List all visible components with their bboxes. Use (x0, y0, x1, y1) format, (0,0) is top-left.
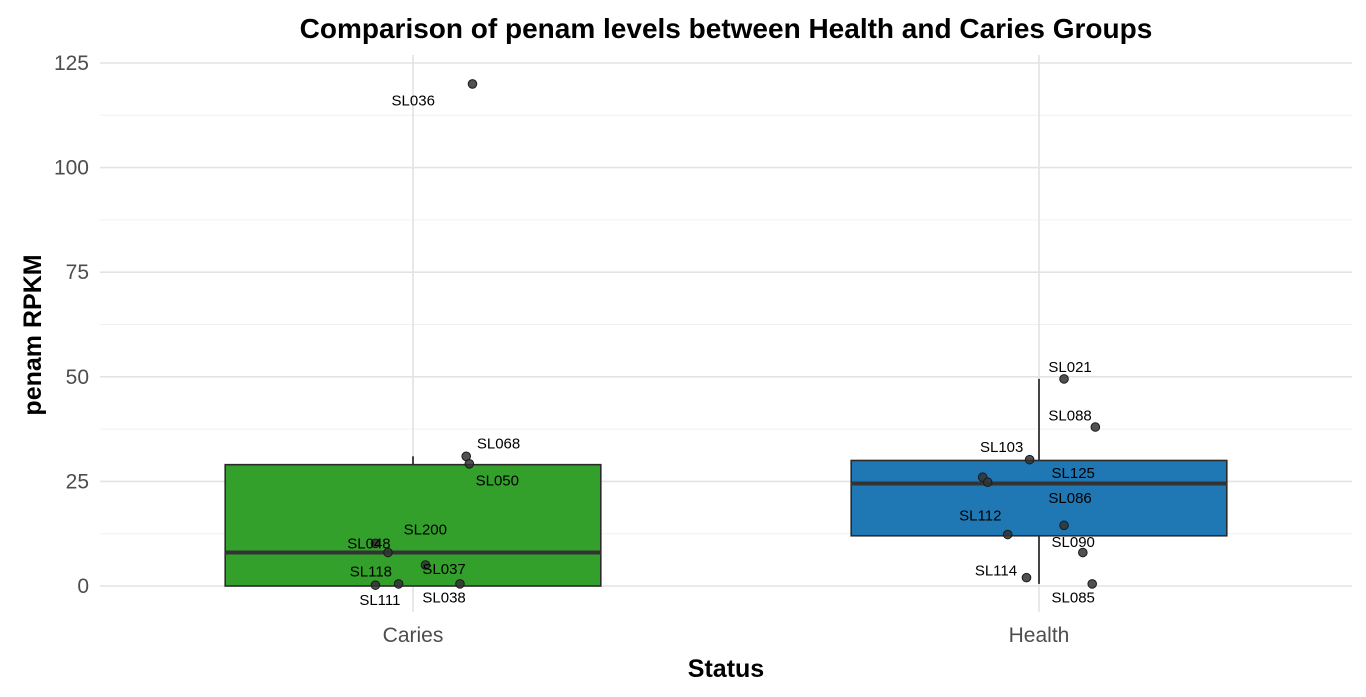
data-point (1078, 547, 1088, 558)
data-point (370, 580, 381, 590)
point-label: SL114 (975, 563, 1017, 580)
point-label: SL068 (477, 436, 520, 453)
y-tick-label: 50 (66, 366, 89, 389)
y-tick-label: 75 (66, 261, 89, 284)
y-axis-ticks: 0 25 50 75 100 125 (54, 52, 89, 598)
point-label: SL111 (359, 592, 400, 609)
box (224, 463, 602, 587)
data-point (464, 459, 475, 469)
points: SL036 SL068 SL050 SL048 SL200 SL037 SL118 SL111… (347, 79, 1101, 609)
data-point (383, 547, 393, 558)
x-tick-label: Caries (383, 624, 444, 647)
x-axis-ticks: Caries Health (383, 624, 1070, 647)
y-tick-label: 125 (54, 52, 89, 75)
y-axis-title: penam RPKM (19, 254, 47, 415)
point-label: SL125 (1052, 465, 1095, 482)
data-point (420, 560, 431, 570)
data-point (1087, 579, 1098, 589)
data-point (1059, 520, 1069, 531)
point-label: SL118 (350, 563, 392, 580)
chart-title: Comparison of penam levels between Healt… (300, 13, 1153, 44)
point-label: SL048 (347, 535, 390, 552)
data-point (467, 79, 478, 89)
point-label: SL112 (959, 508, 1001, 525)
data-point (1024, 454, 1035, 465)
y-tick-label: 25 (66, 470, 89, 493)
boxes (224, 378, 1228, 587)
data-point (1002, 529, 1013, 540)
y-tick-label: 0 (77, 575, 89, 598)
data-point (370, 538, 381, 549)
data-point (982, 477, 993, 488)
box (850, 459, 1228, 537)
data-point (1059, 374, 1069, 384)
data-point (1021, 572, 1032, 583)
data-point (455, 579, 465, 589)
x-axis-title: Status (688, 655, 764, 683)
data-point (1090, 422, 1101, 432)
point-label: SL086 (1048, 490, 1091, 507)
point-label: SL021 (1048, 359, 1091, 376)
point-label: SL036 (392, 93, 435, 110)
point-label: SL085 (1052, 590, 1095, 607)
y-tick-label: 100 (54, 157, 89, 180)
x-tick-label: Health (1009, 624, 1070, 647)
point-label: SL088 (1048, 407, 1091, 424)
point-label: SL103 (980, 439, 1023, 456)
point-label: SL050 (476, 473, 519, 490)
point-label: SL200 (404, 522, 447, 539)
point-label: SL038 (422, 590, 465, 607)
data-point (393, 579, 404, 589)
point-label: SL090 (1052, 534, 1095, 551)
point-label: SL037 (422, 561, 465, 578)
